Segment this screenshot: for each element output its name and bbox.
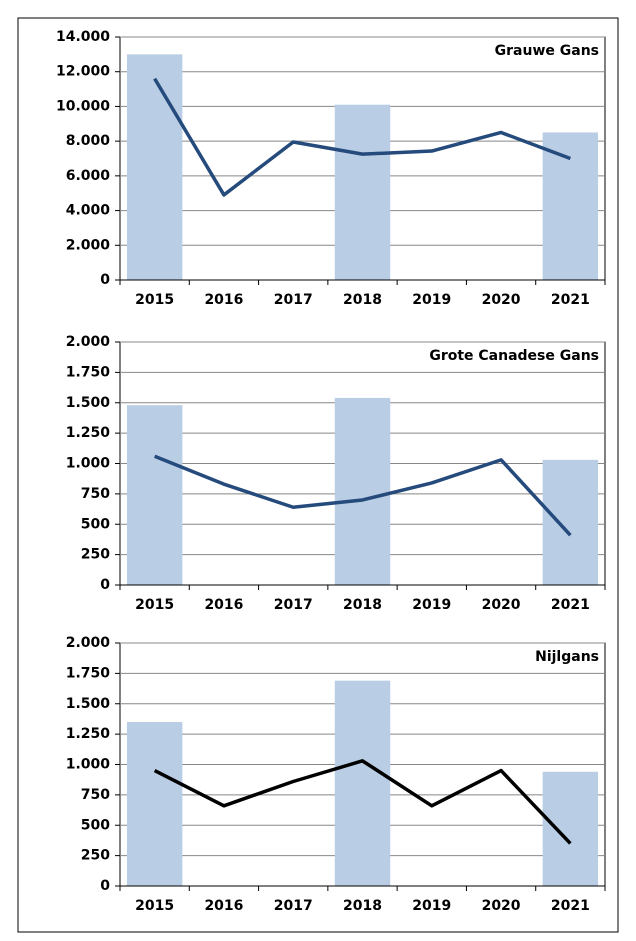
y-tick-label: 10.000 [56,98,110,114]
line [153,759,572,845]
y-tick-label: 1.500 [66,395,111,411]
bar [542,132,599,280]
x-tick-label: 2017 [274,898,313,914]
y-tick-label: 1.750 [66,364,111,380]
x-tick-label: 2020 [482,898,521,914]
x-tick-label: 2018 [343,292,382,308]
x-tick-label: 2021 [551,292,590,308]
y-tick-label: 4.000 [66,203,111,219]
y-tick-label: 0 [100,272,110,288]
bar [126,54,183,280]
chart-title: Nijlgans [535,649,599,665]
y-tick-label: 1.000 [66,757,111,773]
line [153,77,571,197]
x-tick-label: 2017 [274,292,313,308]
y-tick-label: 1.250 [66,425,111,441]
x-tick-label: 2020 [482,597,521,613]
line [153,454,572,537]
y-tick-label: 1.250 [66,726,111,742]
y-tick-label: 0 [100,878,110,894]
y-tick-label: 14.000 [56,29,110,45]
x-tick-label: 2016 [204,898,243,914]
x-tick-label: 2015 [135,597,174,613]
y-tick-label: 750 [81,486,110,502]
y-tick-label: 500 [81,817,110,833]
x-tick-label: 2021 [551,898,590,914]
bar [542,771,599,886]
x-tick-label: 2015 [135,898,174,914]
bar [334,397,391,585]
x-tick-label: 2015 [135,292,174,308]
x-tick-label: 2019 [412,292,451,308]
bar [542,459,599,585]
y-tick-label: 250 [81,547,110,563]
x-tick-label: 2016 [204,597,243,613]
x-tick-label: 2019 [412,597,451,613]
bar [334,104,391,280]
x-tick-label: 2021 [551,597,590,613]
bar [126,405,183,585]
y-tick-label: 500 [81,516,110,532]
x-tick-label: 2018 [343,898,382,914]
y-tick-label: 2.000 [66,635,111,651]
y-tick-label: 1.500 [66,696,111,712]
y-tick-label: 2.000 [66,334,111,350]
y-tick-label: 1.750 [66,665,111,681]
bar [126,721,183,886]
y-tick-label: 6.000 [66,168,111,184]
chart-title: Grauwe Gans [495,43,599,59]
y-tick-label: 8.000 [66,133,111,149]
x-tick-label: 2017 [274,597,313,613]
y-tick-label: 0 [100,577,110,593]
y-tick-label: 1.000 [66,456,111,472]
x-tick-label: 2018 [343,597,382,613]
x-tick-label: 2019 [412,898,451,914]
chart-title: Grote Canadese Gans [429,348,599,364]
x-tick-label: 2020 [482,292,521,308]
bar [334,680,391,886]
y-tick-label: 12.000 [56,64,110,80]
y-tick-label: 750 [81,787,110,803]
y-tick-label: 2.000 [66,237,111,253]
y-tick-label: 250 [81,848,110,864]
x-tick-label: 2016 [204,292,243,308]
